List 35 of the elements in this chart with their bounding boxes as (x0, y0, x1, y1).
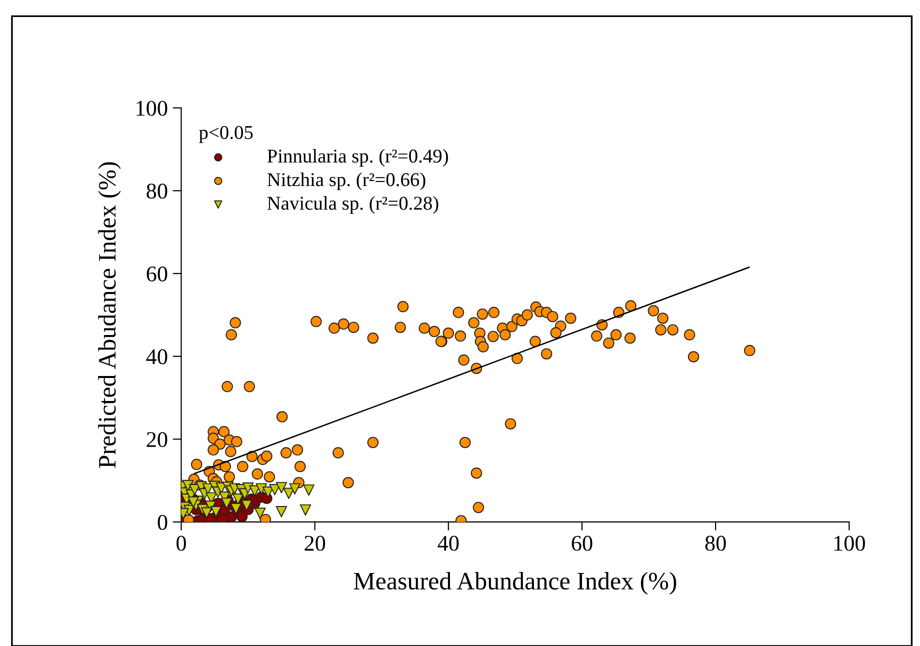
point (300, 504, 312, 516)
legend-label: Pinnularia sp. (r²=0.49) (267, 148, 448, 167)
point (210, 506, 222, 518)
legend-title: p<0.05 (199, 126, 253, 144)
x-tick-label: 0 (176, 536, 186, 551)
point (303, 484, 314, 496)
point (242, 482, 254, 494)
point (200, 507, 212, 518)
point (289, 483, 300, 494)
point (236, 510, 248, 522)
x-tick-label: 40 (438, 536, 459, 551)
legend-label: Nitzhia sp. (r²=0.66) (267, 172, 426, 190)
point (276, 482, 288, 494)
point (230, 503, 242, 514)
y-tick-label: 80 (146, 184, 168, 199)
point (188, 484, 200, 496)
x-axis-title: Measured Abundance Index (%) (354, 572, 676, 595)
x-tick-label: 60 (572, 536, 592, 551)
point (276, 506, 288, 518)
legend-label: Navicula sp. (r²=0.28) (267, 196, 438, 214)
point (221, 498, 232, 509)
y-tick-label: 100 (136, 100, 168, 116)
y-tick-label: 0 (158, 514, 168, 530)
y-axis-title: Predicted Abudance Index (%) (98, 162, 121, 468)
point (254, 508, 266, 519)
point (256, 483, 268, 494)
y-tick-label: 40 (146, 349, 168, 364)
x-tick-label: 100 (834, 536, 865, 551)
x-tick-label: 20 (304, 536, 326, 551)
x-tick-label: 80 (705, 536, 726, 551)
y-tick-label: 20 (146, 432, 168, 448)
point (269, 484, 280, 496)
point (232, 494, 244, 505)
point (188, 496, 199, 508)
y-tick-label: 60 (146, 266, 168, 282)
